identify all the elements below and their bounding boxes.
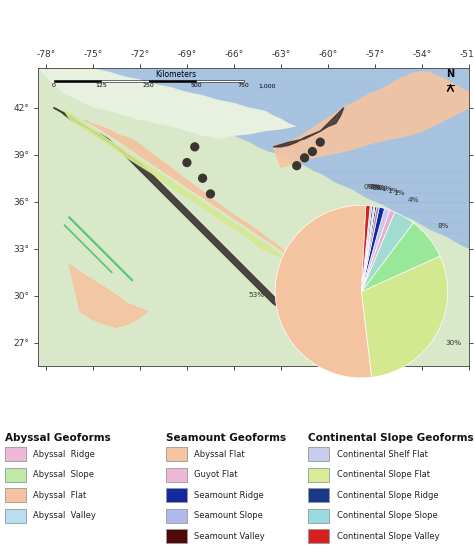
Bar <box>149 80 196 82</box>
FancyBboxPatch shape <box>308 509 329 523</box>
Text: Continental Slope Flat: Continental Slope Flat <box>337 470 429 479</box>
Polygon shape <box>85 120 289 257</box>
Text: 1%: 1% <box>387 188 399 194</box>
Circle shape <box>309 148 316 155</box>
FancyBboxPatch shape <box>308 529 329 544</box>
Wedge shape <box>361 207 379 292</box>
Text: Continental Slope Ridge: Continental Slope Ridge <box>337 491 438 500</box>
Text: 1,000: 1,000 <box>259 83 276 88</box>
Circle shape <box>316 138 324 146</box>
Text: 0%: 0% <box>371 184 383 190</box>
FancyBboxPatch shape <box>166 529 187 544</box>
Bar <box>196 80 244 82</box>
Text: 0: 0 <box>52 83 55 88</box>
Text: Seamount Geoforms: Seamount Geoforms <box>166 433 286 443</box>
Text: 1%: 1% <box>381 187 392 193</box>
Wedge shape <box>361 256 447 377</box>
Text: 4%: 4% <box>408 197 419 203</box>
Text: 1%: 1% <box>376 185 387 191</box>
Circle shape <box>183 159 191 166</box>
FancyBboxPatch shape <box>308 468 329 482</box>
Circle shape <box>301 154 309 162</box>
Wedge shape <box>361 223 440 292</box>
FancyBboxPatch shape <box>308 488 329 502</box>
Wedge shape <box>361 206 370 292</box>
Text: N: N <box>447 69 455 79</box>
Text: 125: 125 <box>95 83 107 88</box>
Text: Seamount Slope: Seamount Slope <box>194 511 263 520</box>
Text: 0%: 0% <box>367 184 379 190</box>
Wedge shape <box>361 208 390 292</box>
Text: 250: 250 <box>143 83 155 88</box>
FancyBboxPatch shape <box>5 488 26 502</box>
FancyBboxPatch shape <box>166 468 187 482</box>
Text: 750: 750 <box>238 83 250 88</box>
FancyBboxPatch shape <box>5 447 26 461</box>
Text: Abyssal  Valley: Abyssal Valley <box>33 511 96 520</box>
Wedge shape <box>361 206 372 292</box>
Wedge shape <box>361 210 395 292</box>
Text: Continental Slope Slope: Continental Slope Slope <box>337 511 438 520</box>
Text: Kilometers: Kilometers <box>155 70 196 79</box>
Text: Continental Slope Geoforms: Continental Slope Geoforms <box>308 433 474 443</box>
Wedge shape <box>361 207 384 292</box>
Wedge shape <box>361 206 374 292</box>
Circle shape <box>207 190 214 198</box>
Wedge shape <box>361 206 375 292</box>
FancyBboxPatch shape <box>166 509 187 523</box>
Text: 0%: 0% <box>369 184 381 190</box>
Text: Abyssal Flat: Abyssal Flat <box>194 450 245 458</box>
Text: Guyot Flat: Guyot Flat <box>194 470 238 479</box>
Polygon shape <box>38 68 469 366</box>
Circle shape <box>293 162 301 170</box>
Text: Abyssal  Slope: Abyssal Slope <box>33 470 94 479</box>
Polygon shape <box>69 265 148 327</box>
Text: 0%: 0% <box>364 184 375 190</box>
Polygon shape <box>64 111 289 261</box>
Bar <box>101 80 149 82</box>
Text: Abyssal  Flat: Abyssal Flat <box>33 491 86 500</box>
Polygon shape <box>273 72 469 167</box>
Polygon shape <box>54 108 289 312</box>
Wedge shape <box>361 212 413 292</box>
Text: Seamount Valley: Seamount Valley <box>194 532 265 541</box>
Text: 500: 500 <box>191 83 202 88</box>
FancyBboxPatch shape <box>166 447 187 461</box>
Text: 30%: 30% <box>445 340 461 346</box>
Text: 8%: 8% <box>438 223 449 229</box>
FancyBboxPatch shape <box>5 468 26 482</box>
Bar <box>54 80 101 82</box>
Text: Continental Shelf Flat: Continental Shelf Flat <box>337 450 428 458</box>
FancyBboxPatch shape <box>166 488 187 502</box>
Text: 1%: 1% <box>393 190 405 196</box>
Wedge shape <box>361 206 377 292</box>
Circle shape <box>191 143 199 151</box>
Polygon shape <box>273 108 344 147</box>
FancyBboxPatch shape <box>308 447 329 461</box>
Text: 0%: 0% <box>374 185 385 191</box>
Text: 53%: 53% <box>248 292 264 298</box>
Circle shape <box>199 174 207 182</box>
Text: Abyssal  Ridge: Abyssal Ridge <box>33 450 95 458</box>
Text: Abyssal Geoforms: Abyssal Geoforms <box>5 433 110 443</box>
Text: Continental Slope Valley: Continental Slope Valley <box>337 532 439 541</box>
Text: Seamount Ridge: Seamount Ridge <box>194 491 264 500</box>
Wedge shape <box>275 205 372 378</box>
FancyBboxPatch shape <box>5 509 26 523</box>
Polygon shape <box>38 68 297 139</box>
